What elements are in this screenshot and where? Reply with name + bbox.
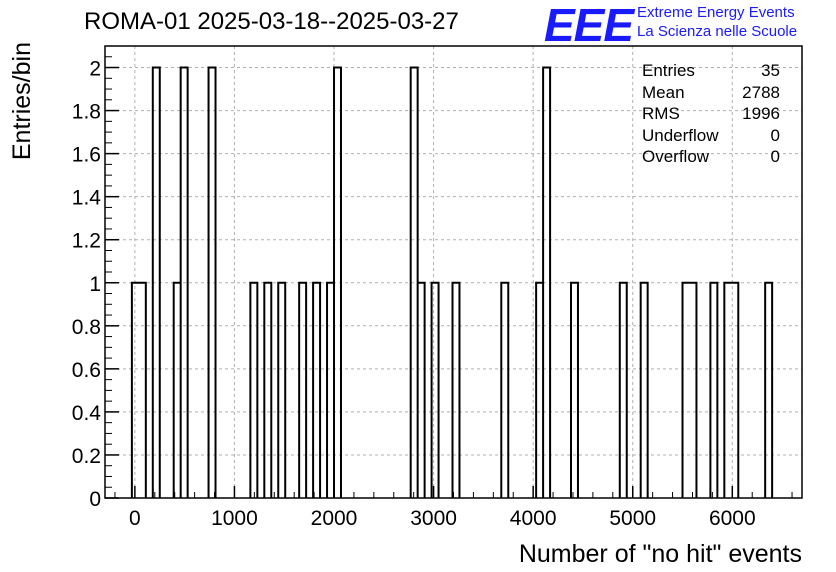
y-tick-label: 1.2 bbox=[72, 230, 101, 253]
x-tick-label: 4000 bbox=[510, 507, 557, 530]
stat-row-mean: Mean 2788 bbox=[642, 82, 780, 104]
y-axis-ticks: 0 0.2 0.4 0.6 0.8 1 1.2 1.4 1.6 1.8 2 bbox=[72, 56, 119, 511]
x-tick-label: 5000 bbox=[609, 507, 656, 530]
stat-row-rms: RMS 1996 bbox=[642, 103, 780, 125]
eee-logo: EEE bbox=[544, 0, 634, 51]
stat-label: RMS bbox=[642, 104, 680, 123]
x-tick-label: 2000 bbox=[311, 507, 358, 530]
y-tick-label: 0 bbox=[89, 488, 101, 511]
y-tick-label: 1.6 bbox=[72, 144, 101, 167]
chart-title: ROMA-01 2025-03-18--2025-03-27 bbox=[84, 8, 459, 35]
y-tick-label: 2 bbox=[89, 58, 101, 81]
stats-box: Entries 35 Mean 2788 RMS 1996 Underflow 0 Ov… bbox=[642, 60, 780, 168]
stat-row-entries: Entries 35 bbox=[642, 60, 780, 82]
y-tick-label: 0.4 bbox=[72, 402, 102, 425]
y-axis-label: Entries/bin bbox=[8, 42, 36, 160]
stat-value: 0 bbox=[770, 125, 780, 145]
stat-value: 2788 bbox=[742, 82, 780, 102]
x-tick-label: 1000 bbox=[211, 507, 258, 530]
histogram-outline bbox=[130, 66, 774, 498]
x-tick-label: 6000 bbox=[709, 507, 756, 530]
y-tick-label: 0.6 bbox=[72, 359, 101, 382]
stat-label: Underflow bbox=[642, 125, 719, 145]
logo-caption: Extreme Energy Events La Scienza nelle S… bbox=[637, 3, 797, 41]
y-tick-label: 1.4 bbox=[72, 187, 102, 210]
stat-value: 0 bbox=[770, 147, 780, 166]
logo-caption-line2: La Scienza nelle Scuole bbox=[637, 23, 798, 40]
stat-label: Mean bbox=[642, 82, 685, 102]
y-tick-label: 0.2 bbox=[72, 445, 101, 468]
stat-value: 1996 bbox=[742, 104, 780, 123]
stat-label: Entries bbox=[642, 61, 695, 80]
logo-caption-line1: Extreme Energy Events bbox=[637, 4, 795, 21]
stat-value: 35 bbox=[761, 61, 780, 80]
stat-label: Overflow bbox=[642, 147, 710, 166]
stat-row-underflow: Underflow 0 bbox=[642, 125, 780, 147]
y-tick-label: 1 bbox=[89, 273, 101, 296]
y-tick-label: 1.8 bbox=[72, 101, 101, 124]
x-axis-ticks: 0 1000 2000 3000 4000 5000 6000 bbox=[114, 486, 793, 530]
stat-row-overflow: Overflow 0 bbox=[642, 146, 780, 168]
x-tick-label: 0 bbox=[129, 507, 141, 530]
y-tick-label: 0.8 bbox=[72, 316, 101, 339]
x-axis-label: Number of "no hit" events bbox=[519, 540, 802, 568]
x-tick-label: 3000 bbox=[410, 507, 457, 530]
